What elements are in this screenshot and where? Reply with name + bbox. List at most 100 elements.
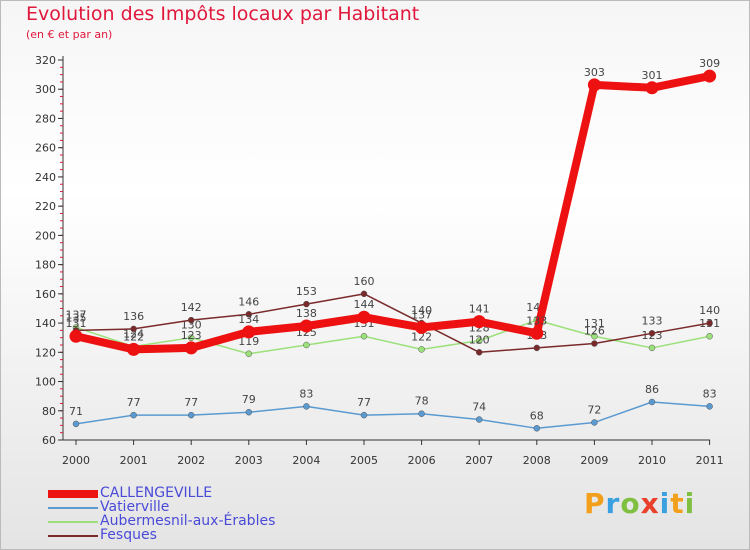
x-tick-label: 2008 bbox=[523, 454, 551, 467]
data-label-callengeville: 137 bbox=[411, 308, 432, 321]
legend-label: Fesques bbox=[100, 527, 157, 543]
data-label-callengeville: 301 bbox=[642, 69, 663, 82]
data-point-fesques bbox=[360, 290, 368, 298]
y-tick-label: 100 bbox=[35, 376, 56, 389]
data-label-aubermesnil-aux-erables: 130 bbox=[181, 319, 202, 332]
y-tick-label: 140 bbox=[35, 317, 56, 330]
data-point-fesques bbox=[130, 325, 137, 333]
series-line-fesques bbox=[75, 293, 710, 354]
data-label-fesques: 146 bbox=[238, 295, 259, 308]
data-point-fesques bbox=[245, 311, 253, 318]
x-tick-label: 2011 bbox=[696, 454, 724, 467]
legend-item: Vatierville bbox=[48, 499, 170, 515]
data-point-vatierville bbox=[475, 416, 483, 423]
data-label-aubermesnil-aux-erables: 122 bbox=[411, 330, 432, 343]
x-tick-label: 2010 bbox=[638, 454, 666, 467]
data-label-vatierville: 83 bbox=[703, 387, 717, 400]
y-tick-label: 240 bbox=[35, 171, 56, 184]
y-tick-label: 160 bbox=[35, 288, 56, 301]
data-point-callengeville bbox=[703, 69, 717, 83]
data-point-aubermesnil-aux-erables bbox=[303, 341, 310, 349]
data-label-fesques: 120 bbox=[469, 333, 490, 346]
data-label-fesques: 135 bbox=[66, 311, 87, 324]
y-tick-label: 120 bbox=[35, 346, 56, 359]
data-label-fesques: 136 bbox=[123, 310, 144, 323]
data-point-fesques bbox=[648, 330, 656, 337]
y-tick-label: 320 bbox=[35, 54, 56, 67]
data-point-vatierville bbox=[187, 411, 195, 419]
data-point-callengeville bbox=[69, 329, 83, 343]
series-line-vatierville bbox=[75, 401, 710, 430]
y-tick-label: 260 bbox=[35, 142, 56, 155]
data-point-callengeville bbox=[299, 319, 313, 333]
data-point-callengeville bbox=[530, 326, 544, 340]
data-point-aubermesnil-aux-erables bbox=[187, 334, 195, 341]
data-label-aubermesnil-aux-erables: 119 bbox=[238, 335, 259, 348]
data-label-callengeville: 144 bbox=[354, 298, 375, 311]
data-label-fesques: 140 bbox=[411, 304, 432, 317]
data-label-vatierville: 72 bbox=[587, 403, 601, 416]
data-point-callengeville bbox=[184, 341, 198, 355]
data-label-callengeville: 134 bbox=[238, 313, 259, 326]
legend-label: Aubermesnil-aux-Érables bbox=[100, 513, 276, 529]
data-point-vatierville bbox=[591, 419, 598, 426]
legend-label: Vatierville bbox=[100, 499, 170, 515]
legend-label: CALLENGEVILLE bbox=[100, 485, 213, 501]
x-tick-label: 2000 bbox=[62, 454, 90, 467]
data-label-aubermesnil-aux-erables: 124 bbox=[123, 327, 144, 340]
y-tick-label: 220 bbox=[35, 200, 56, 213]
x-tick-label: 2003 bbox=[235, 454, 263, 467]
data-label-fesques: 142 bbox=[181, 301, 202, 314]
data-point-fesques bbox=[303, 300, 310, 308]
data-point-aubermesnil-aux-erables bbox=[648, 344, 656, 352]
data-label-fesques: 160 bbox=[354, 275, 375, 288]
data-label-vatierville: 86 bbox=[645, 383, 659, 396]
data-label-vatierville: 74 bbox=[472, 401, 486, 414]
data-label-callengeville: 133 bbox=[526, 314, 547, 327]
data-point-vatierville bbox=[533, 425, 541, 432]
data-label-callengeville: 123 bbox=[181, 329, 202, 342]
data-label-callengeville: 303 bbox=[584, 66, 605, 79]
data-label-vatierville: 68 bbox=[530, 409, 544, 422]
data-point-callengeville bbox=[415, 320, 429, 334]
chart-title: Evolution des Impôts locaux par Habitant bbox=[26, 3, 420, 25]
data-point-fesques bbox=[706, 319, 713, 327]
data-label-callengeville: 309 bbox=[699, 57, 720, 70]
series-line-callengeville bbox=[75, 72, 711, 354]
data-point-vatierville bbox=[72, 420, 80, 428]
data-label-vatierville: 78 bbox=[415, 395, 429, 408]
data-point-callengeville bbox=[587, 78, 601, 92]
data-label-aubermesnil-aux-erables: 137 bbox=[66, 308, 87, 321]
data-point-fesques bbox=[187, 316, 195, 324]
x-tick-label: 2002 bbox=[177, 454, 205, 467]
x-tick-label: 2007 bbox=[465, 454, 493, 467]
data-label-vatierville: 77 bbox=[127, 396, 141, 409]
legend-swatch bbox=[48, 535, 98, 537]
x-tick-label: 2005 bbox=[350, 454, 378, 467]
data-point-aubermesnil-aux-erables bbox=[706, 332, 713, 340]
data-point-fesques bbox=[533, 344, 541, 352]
data-point-callengeville bbox=[645, 81, 659, 95]
data-label-vatierville: 79 bbox=[242, 393, 256, 406]
legend-swatch bbox=[48, 521, 98, 523]
data-label-callengeville: 131 bbox=[66, 317, 87, 330]
data-point-fesques bbox=[475, 349, 483, 356]
data-point-aubermesnil-aux-erables bbox=[418, 346, 425, 353]
data-point-vatierville bbox=[706, 403, 713, 410]
data-point-vatierville bbox=[418, 410, 425, 417]
data-point-fesques bbox=[591, 340, 598, 347]
data-point-vatierville bbox=[130, 411, 137, 419]
chart-subtitle: (en € et par an) bbox=[26, 28, 113, 41]
data-label-fesques: 126 bbox=[584, 325, 605, 338]
data-point-callengeville bbox=[242, 325, 256, 339]
data-label-aubermesnil-aux-erables: 131 bbox=[584, 317, 605, 330]
x-tick-label: 2004 bbox=[292, 454, 320, 467]
data-label-fesques: 133 bbox=[642, 314, 663, 327]
y-tick-label: 300 bbox=[35, 83, 56, 96]
x-tick-label: 2001 bbox=[120, 454, 148, 467]
series-line-aubermesnil-aux-erables bbox=[75, 319, 710, 355]
data-label-fesques: 140 bbox=[699, 304, 720, 317]
data-point-aubermesnil-aux-erables bbox=[475, 337, 483, 344]
data-label-vatierville: 77 bbox=[184, 396, 198, 409]
